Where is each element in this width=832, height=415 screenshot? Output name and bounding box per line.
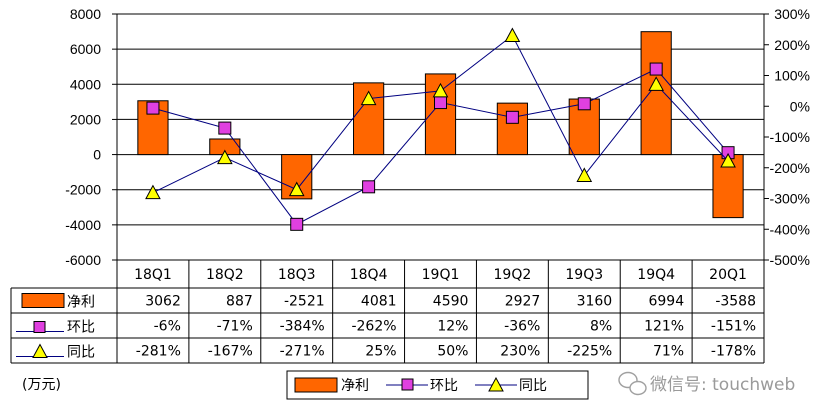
data-label: 71%: [653, 344, 684, 360]
legend-key: [401, 378, 414, 391]
data-label: 4590: [433, 294, 469, 310]
data-label: -225%: [567, 344, 612, 360]
tick-label: 2000: [70, 111, 101, 127]
tick-label: 4000: [70, 76, 101, 92]
legend-key: [33, 321, 46, 333]
data-point: [505, 110, 519, 124]
tick-label: -400%: [770, 221, 810, 237]
tick-label: -500%: [770, 252, 810, 268]
data-point: [145, 184, 161, 200]
icon-bubble: [618, 371, 638, 389]
left-axis-ticks: 8000 6000 4000 2000 0 -2000 -4000 -6000: [65, 6, 117, 268]
category-label: 19Q1: [422, 267, 460, 283]
tick-label: -300%: [770, 191, 810, 207]
tick-label: 0: [93, 147, 101, 163]
legend-key: [294, 377, 338, 393]
category-label: 19Q3: [565, 267, 603, 283]
data-label: 2927: [505, 294, 541, 310]
legend: 净利 环比 同比: [286, 370, 589, 400]
data-point: [218, 121, 232, 135]
series-name: 环比: [67, 320, 95, 336]
tick-label: 6000: [70, 41, 101, 57]
data-label: 230%: [500, 344, 540, 360]
data-label: 6994: [648, 294, 684, 310]
tick-label: 0%: [790, 98, 810, 114]
tick-label: -200%: [770, 160, 810, 176]
series-name: 净利: [67, 295, 95, 311]
category-label: 18Q1: [134, 267, 172, 283]
tick-label: 100%: [774, 68, 810, 84]
data-label: -262%: [351, 319, 396, 335]
data-label: -281%: [136, 344, 181, 360]
data-label: -2521: [284, 294, 325, 310]
data-label: 25%: [365, 344, 396, 360]
legend-key: [488, 376, 504, 392]
tick-label: 200%: [774, 37, 810, 53]
data-point: [577, 97, 591, 111]
bar: [640, 31, 672, 156]
legend-key: [32, 343, 48, 358]
watermark: 微信号: touchweb: [618, 371, 795, 396]
legend-label: 环比: [430, 378, 458, 394]
data-point: [290, 217, 304, 231]
data-label: 887: [226, 294, 253, 310]
category-label: 19Q2: [494, 267, 532, 283]
data-label: -271%: [280, 344, 325, 360]
data-label: -384%: [280, 319, 325, 335]
tick-label: 300%: [774, 6, 810, 22]
data-point: [576, 167, 593, 182]
tick-label: -2000: [65, 182, 101, 198]
tick-label: -100%: [770, 129, 810, 145]
data-label: 3160: [577, 294, 613, 310]
data-label: 4081: [361, 294, 397, 310]
data-table: 18Q1 18Q2 18Q3 18Q4 19Q1 19Q2 19Q3 19Q4 20Q1 3062…: [10, 259, 765, 364]
data-point: [216, 149, 233, 165]
data-label: -151%: [711, 319, 756, 335]
category-label: 18Q4: [350, 267, 388, 283]
data-point: [362, 180, 376, 194]
data-label: -71%: [217, 319, 253, 335]
icon-bubble: [629, 380, 647, 396]
data-point: [720, 152, 736, 168]
data-point: [649, 62, 663, 76]
right-axis-ticks: 300% 200% 100% 0% -100% -200% -300% -400% -500%: [764, 6, 810, 268]
tick-label: -6000: [65, 252, 101, 268]
watermark-text: 微信号: touchweb: [650, 375, 795, 395]
line-series: [145, 27, 736, 231]
data-label: -36%: [504, 319, 540, 335]
category-label: 18Q2: [206, 267, 244, 283]
category-label: 20Q1: [709, 267, 747, 283]
data-point: [648, 76, 665, 91]
data-label: -178%: [711, 344, 756, 360]
data-point: [504, 27, 521, 43]
data-label: -3588: [715, 294, 756, 310]
data-point: [360, 90, 377, 106]
data-label: 50%: [437, 344, 468, 360]
data-label: 12%: [437, 319, 468, 335]
category-label: 18Q3: [278, 267, 316, 283]
data-point: [432, 82, 449, 98]
tick-label: 8000: [70, 6, 101, 22]
data-label: 8%: [590, 319, 612, 335]
series-name: 同比: [67, 345, 95, 361]
legend-label: 同比: [519, 378, 547, 394]
legend-key: [21, 293, 65, 308]
data-label: 3062: [145, 294, 181, 310]
data-point: [434, 96, 447, 110]
category-label: 19Q4: [637, 267, 675, 283]
wechat-icon: [618, 371, 647, 396]
data-point: [146, 101, 160, 115]
legend-label: 净利: [341, 378, 369, 394]
unit-label: (万元): [22, 377, 61, 393]
data-point: [288, 181, 305, 197]
data-label: -6%: [154, 319, 181, 335]
data-label: -167%: [208, 344, 253, 360]
data-label: 121%: [644, 319, 684, 335]
tick-label: -4000: [65, 217, 101, 233]
